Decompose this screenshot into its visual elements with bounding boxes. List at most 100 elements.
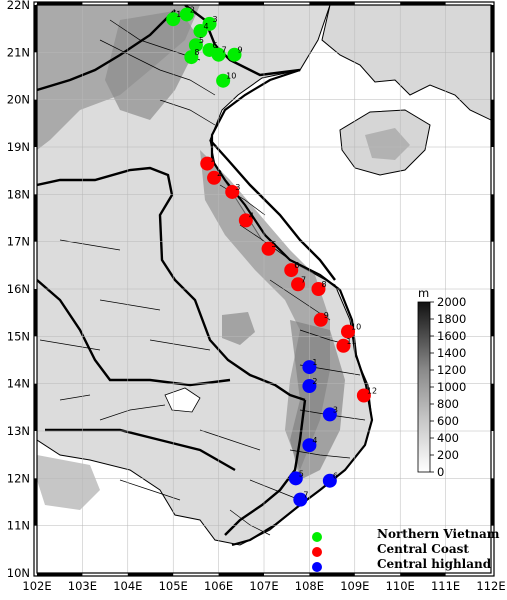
station-number: 11 (346, 337, 356, 346)
frame-block (309, 2, 355, 5)
frame-block (400, 2, 446, 5)
station-marker-highland (302, 379, 317, 394)
frame-block (127, 2, 174, 5)
lat-tick-label: 14N (7, 377, 30, 391)
lat-tick-label: 12N (7, 471, 30, 485)
station-marker-coast (200, 156, 215, 171)
annamite-range (200, 150, 330, 470)
lon-tick-label: 104E (113, 579, 142, 593)
station-number: 4 (312, 436, 317, 445)
station-marker-coast (207, 170, 222, 185)
lon-tick-label: 107E (249, 579, 278, 593)
frame-block (127, 573, 174, 576)
station-number: 3 (213, 15, 218, 24)
legend-swatch-highland (312, 562, 322, 572)
station-marker-coast (225, 184, 240, 199)
frame-block (37, 573, 83, 576)
station-number: 10 (226, 72, 236, 81)
station-marker-northern (179, 7, 194, 22)
frame-block (218, 573, 264, 576)
frame-block (400, 573, 446, 576)
lat-tick-label: 15N (7, 329, 30, 343)
lat-tick-label: 11N (7, 519, 30, 533)
station-number: 8 (321, 280, 326, 289)
station-number: 6 (213, 41, 218, 50)
station-number: 12 (367, 387, 377, 396)
colorbar-tick-label: 1600 (437, 329, 466, 343)
station-legend: Northern Vietnam Central Coast Central h… (312, 527, 500, 572)
plateau-bolaven (222, 312, 255, 345)
frame-block (34, 478, 37, 526)
frame-block (34, 194, 37, 242)
station-number: 1 (312, 358, 317, 367)
frame-block (309, 573, 355, 576)
station-number: 4 (249, 211, 254, 220)
station-marker-coast (291, 277, 306, 292)
station-marker-coast (336, 338, 351, 353)
legend-label-northern: Northern Vietnam (377, 527, 500, 541)
station-number: 4 (203, 22, 208, 31)
colorbar-ramp (417, 301, 431, 473)
lat-tick-label: 19N (7, 140, 30, 154)
colorbar-tick-label: 200 (437, 448, 459, 462)
colorbar-tick-label: 1800 (437, 312, 466, 326)
lon-tick-label: 109E (340, 579, 369, 593)
station-marker-highland (293, 492, 308, 507)
legend-label-highland: Central highland (377, 557, 492, 571)
station-number: 1 (210, 155, 215, 164)
colorbar-tick-label: 1400 (437, 346, 466, 360)
lon-tick-label: 112E (476, 579, 505, 593)
station-marker-highland (322, 407, 337, 422)
central-highland-relief (290, 320, 345, 480)
station-number: 2 (190, 5, 195, 14)
lon-tick-label: 111E (431, 579, 460, 593)
station-marker-northern (193, 24, 208, 39)
station-number: 3 (333, 405, 338, 414)
frame-block (34, 5, 37, 53)
station-number: 7 (222, 46, 227, 55)
colorbar-tick-label: 800 (437, 397, 459, 411)
country-borders (37, 5, 336, 536)
station-number: 3 (235, 183, 240, 192)
station-number: 7 (301, 275, 306, 284)
vietnam-coastline (210, 68, 374, 547)
station-marker-coast (340, 324, 355, 339)
hainan-mountains (365, 128, 410, 160)
station-marker-northern (188, 38, 203, 53)
colorbar-tick-label: 2000 (437, 295, 466, 309)
lat-tick-label: 16N (7, 282, 30, 296)
lon-tick-label: 102E (22, 579, 51, 593)
lat-tick-label: 21N (7, 45, 30, 59)
station-marker-northern (166, 12, 181, 27)
station-marker-highland (288, 471, 303, 486)
grid-lines (37, 5, 491, 573)
frame-block (491, 99, 494, 147)
tonle-sap-lake (164, 387, 201, 413)
lon-tick-label: 110E (386, 579, 415, 593)
station-marker-highland (322, 473, 337, 488)
station-number: 7 (303, 491, 308, 500)
station-number: 6 (294, 261, 299, 270)
frame-block (34, 289, 37, 337)
frame-block (491, 383, 494, 431)
colorbar-tick-label: 0 (437, 465, 444, 479)
station-marker-coast (311, 282, 326, 296)
station-marker-northern (184, 50, 199, 65)
lat-tick-label: 10N (7, 566, 30, 580)
legend-swatch-northern (312, 532, 322, 542)
station-number: 2 (217, 169, 222, 178)
lon-tick-label: 105E (159, 579, 188, 593)
colorbar-unit: m (418, 286, 429, 300)
mountain-ridge (105, 10, 200, 120)
frame-block (491, 478, 494, 526)
station-number: 5 (299, 469, 304, 478)
station-marker-coast (284, 263, 299, 278)
station-number: 8 (194, 48, 199, 57)
station-marker-coast (238, 213, 253, 228)
lat-tick-label: 22N (7, 0, 30, 12)
cardamom-hills (37, 455, 100, 510)
station-number: 2 (312, 377, 317, 386)
lon-tick-label: 108E (295, 579, 324, 593)
